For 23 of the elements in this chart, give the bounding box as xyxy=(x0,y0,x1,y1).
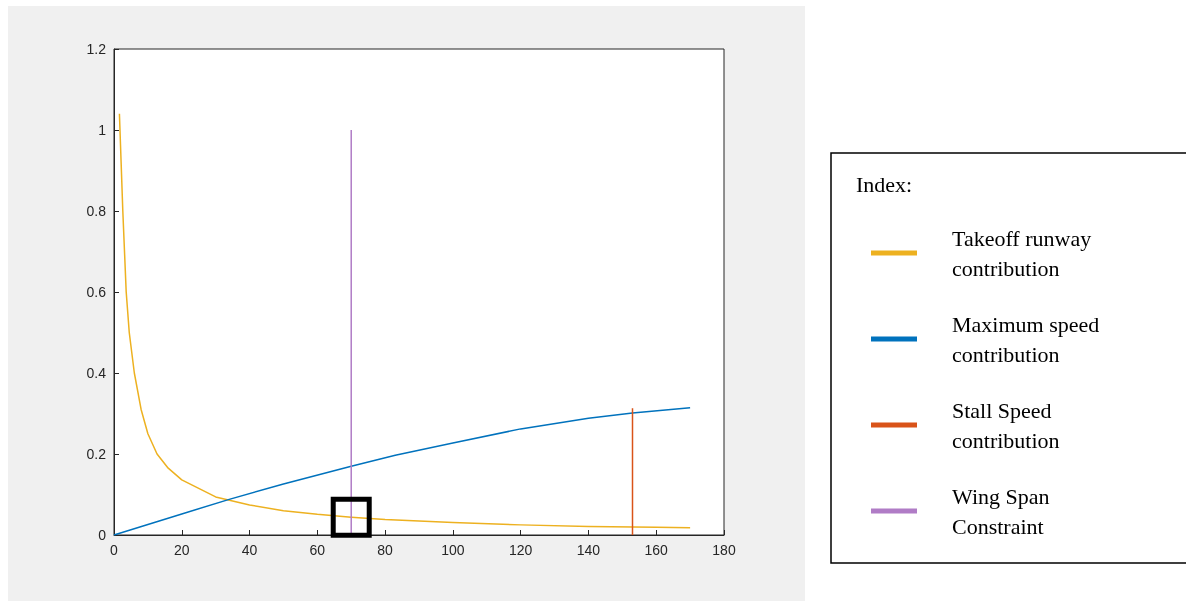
x-tick-label: 180 xyxy=(712,542,736,558)
x-tick-label: 20 xyxy=(173,542,190,558)
x-tick-label: 0 xyxy=(110,542,119,558)
line-series xyxy=(113,407,691,536)
legend-label: Takeoff runway contribution xyxy=(952,225,1097,281)
legend-label: Maximum speed contribution xyxy=(952,311,1105,367)
x-tick-label: 120 xyxy=(508,542,533,558)
legend-title: Index: xyxy=(856,171,913,197)
legend-label: Stall Speed contribution xyxy=(952,397,1060,453)
y-tick-label: 0.4 xyxy=(86,365,107,381)
y-tick-label: 0 xyxy=(98,527,107,543)
x-tick-label: 140 xyxy=(576,542,601,558)
x-tick-label: 40 xyxy=(241,542,258,558)
x-tick-label: 60 xyxy=(309,542,326,558)
y-tick-label: 0.8 xyxy=(86,203,107,219)
y-tick-label: 0.6 xyxy=(86,284,107,300)
y-tick-label: 1 xyxy=(98,122,107,138)
y-tick-label: 0.2 xyxy=(86,446,107,462)
x-tick-label: 160 xyxy=(644,542,669,558)
y-tick-label: 1.2 xyxy=(86,41,107,57)
x-tick-label: 80 xyxy=(377,542,394,558)
x-tick-label: 100 xyxy=(441,542,465,558)
legend-label: Wing Span Constraint xyxy=(952,483,1055,539)
